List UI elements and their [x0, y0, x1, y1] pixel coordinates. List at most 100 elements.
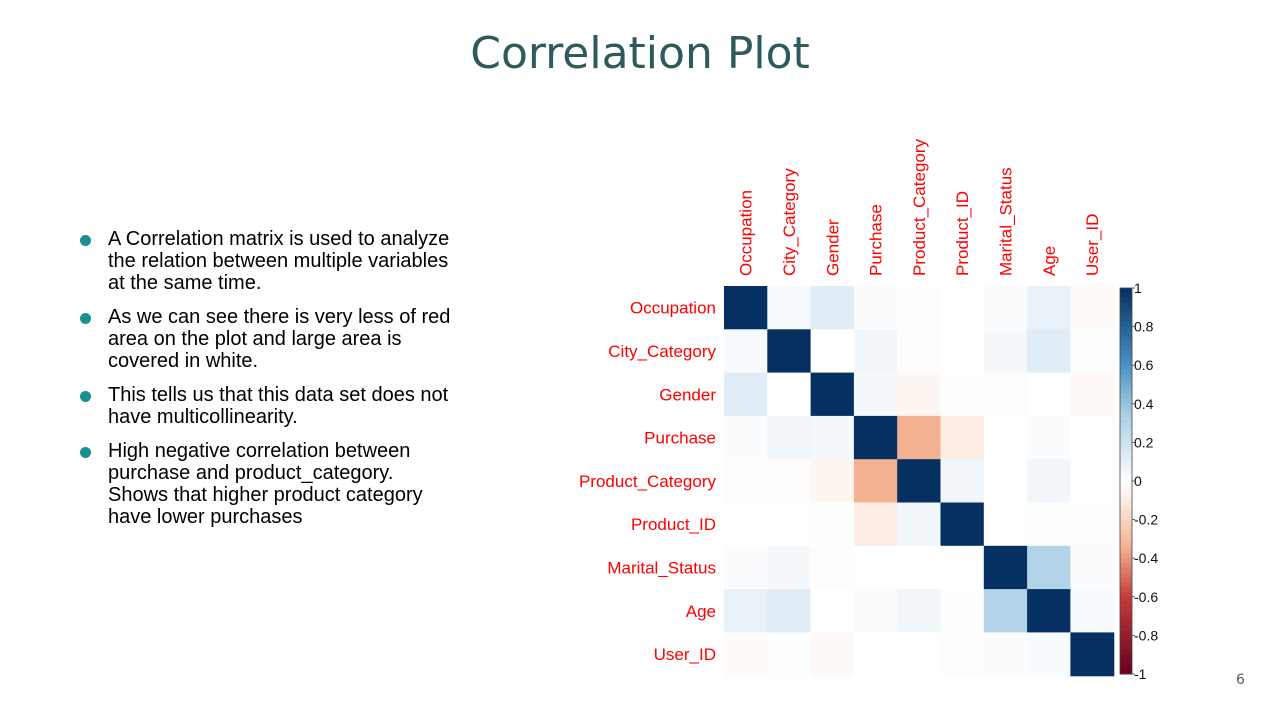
row-label: Product_ID	[631, 515, 716, 534]
heatmap-cell	[767, 415, 812, 460]
colorbar-segment	[1120, 326, 1132, 332]
column-label: Gender	[823, 219, 842, 276]
heatmap-cell	[1070, 502, 1115, 547]
colorbar-segment	[1120, 596, 1132, 603]
column-label: Occupation	[737, 190, 756, 276]
slide-title: Correlation Plot	[470, 28, 810, 79]
bullet-icon	[80, 391, 91, 402]
colorbar-segment	[1120, 500, 1132, 506]
colorbar-segment	[1120, 292, 1132, 299]
heatmap-cell	[940, 372, 985, 417]
column-label: Age	[1040, 246, 1059, 276]
heatmap-cell	[940, 502, 985, 547]
colorbar-segment	[1120, 577, 1132, 583]
heatmap-cell	[897, 589, 942, 633]
heatmap-cell	[810, 545, 855, 590]
heatmap-cell	[940, 632, 985, 677]
colorbar-segment	[1120, 341, 1132, 347]
colorbar-segment	[1120, 379, 1132, 385]
heatmap-cell	[983, 415, 1028, 460]
heatmap-cell	[724, 459, 768, 504]
colorbar-segment	[1120, 374, 1132, 381]
colorbar-segment	[1120, 485, 1132, 492]
colorbar-segment	[1120, 669, 1132, 675]
colorbar-segment	[1120, 519, 1132, 525]
colorbar-tick-label: -0.8	[1134, 627, 1158, 643]
heatmap-cell	[897, 329, 942, 374]
colorbar-tick-label: 0.8	[1134, 319, 1154, 335]
colorbar-segment	[1120, 495, 1132, 501]
colorbar-segment	[1120, 331, 1132, 337]
column-label: Marital_Status	[996, 167, 1015, 276]
heatmap-cell	[853, 372, 898, 417]
colorbar-segment	[1120, 384, 1132, 390]
heatmap-cell	[1027, 459, 1071, 504]
colorbar-segment	[1120, 591, 1132, 598]
row-label: Marital_Status	[607, 558, 716, 577]
colorbar-segment	[1120, 601, 1132, 607]
heatmap-cell	[724, 632, 768, 677]
heatmap-cell	[810, 589, 855, 633]
column-label: City_Category	[780, 168, 799, 276]
heatmap-cell	[940, 415, 985, 460]
colorbar-segment	[1120, 452, 1132, 458]
colorbar-segment	[1120, 408, 1132, 414]
heatmap-cell	[853, 286, 898, 330]
heatmap-cell	[767, 545, 812, 590]
page-number: 6	[1236, 672, 1245, 688]
colorbar-segment	[1120, 394, 1132, 400]
heatmap-cell	[1070, 459, 1115, 504]
colorbar-segment	[1120, 640, 1132, 646]
heatmap-cell	[1027, 545, 1071, 590]
heatmap-cell	[810, 372, 855, 417]
heatmap-cell	[724, 415, 768, 460]
colorbar-tick-label: -0.2	[1134, 512, 1158, 528]
bullet-item: As we can see there is very less of red …	[78, 306, 458, 372]
colorbar-segment	[1120, 543, 1132, 550]
heatmap-cell	[1070, 589, 1115, 633]
colorbar-segment	[1120, 476, 1132, 482]
colorbar-segment	[1120, 336, 1132, 342]
heatmap-cell	[1070, 286, 1115, 330]
colorbar-tick-label: -0.4	[1134, 550, 1158, 566]
bullet-item: A Correlation matrix is used to analyze …	[78, 228, 458, 294]
colorbar-segment	[1120, 611, 1132, 617]
heatmap-cell	[940, 286, 985, 330]
colorbar-segment	[1120, 529, 1132, 535]
heatmap-cell	[724, 502, 768, 547]
colorbar-segment	[1120, 654, 1132, 661]
colorbar-segment	[1120, 664, 1132, 670]
heatmap-cell	[897, 502, 942, 547]
colorbar-segment	[1120, 625, 1132, 632]
colorbar-segment	[1120, 567, 1132, 574]
column-label: Product_Category	[910, 138, 929, 276]
bullet-item: High negative correlation between purcha…	[78, 440, 458, 528]
colorbar-segment	[1120, 427, 1132, 434]
colorbar-segment	[1120, 659, 1132, 665]
heatmap-cell	[897, 372, 942, 417]
colorbar-segment	[1120, 553, 1132, 559]
colorbar-segment	[1120, 490, 1132, 496]
colorbar-segment	[1120, 355, 1132, 361]
colorbar-segment	[1120, 432, 1132, 439]
heatmap-cell	[983, 589, 1028, 633]
colorbar-segment	[1120, 635, 1132, 641]
row-label: Age	[686, 602, 716, 621]
column-label: User_ID	[1083, 214, 1102, 276]
bullet-icon	[80, 447, 91, 458]
heatmap-cell	[767, 502, 812, 547]
colorbar-segment	[1120, 365, 1132, 371]
colorbar-tick-label: 1	[1134, 280, 1142, 296]
colorbar-segment	[1120, 442, 1132, 448]
heatmap-cell	[1070, 632, 1115, 677]
colorbar-segment	[1120, 437, 1132, 443]
heatmap-cell	[724, 372, 768, 417]
heatmap-cell	[983, 502, 1028, 547]
colorbar-segment	[1120, 509, 1132, 516]
bullet-list: A Correlation matrix is used to analyze …	[78, 228, 458, 540]
heatmap-cell	[1027, 415, 1071, 460]
colorbar-segment	[1120, 582, 1132, 588]
heatmap-cell	[767, 632, 812, 677]
heatmap-cell	[767, 372, 812, 417]
heatmap-cell	[810, 502, 855, 547]
